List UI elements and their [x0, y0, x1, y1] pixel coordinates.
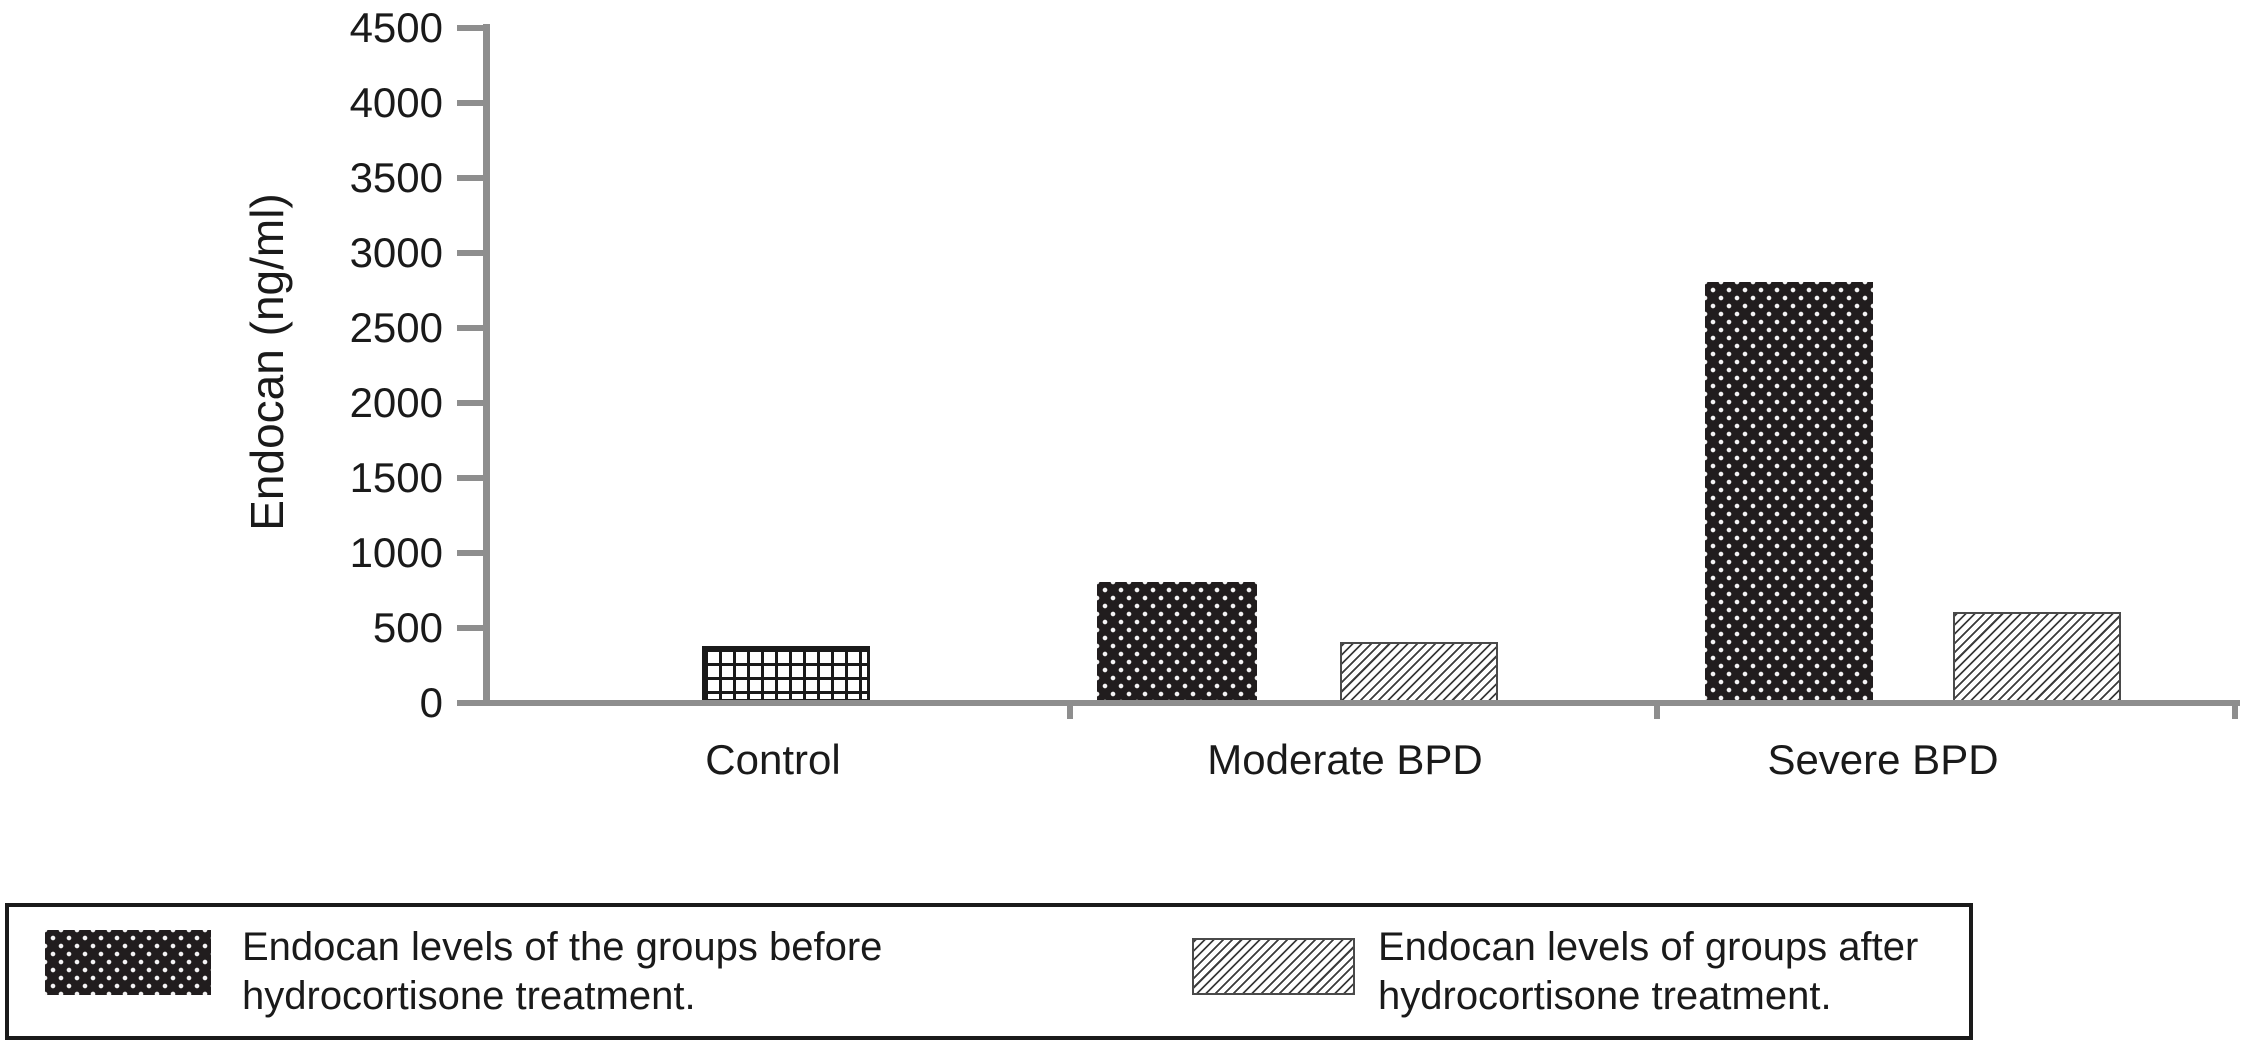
bar-moderate-bpd-before	[1097, 582, 1257, 702]
legend-label-before-line2: hydrocortisone treatment.	[242, 974, 696, 1018]
y-axis-tick	[457, 250, 484, 256]
y-axis-tick	[457, 550, 484, 556]
y-axis-tick-label: 0	[419, 679, 443, 726]
bar-control-after	[702, 646, 870, 702]
y-axis-tick-label: 3000	[349, 229, 443, 276]
bar-severe-bpd-before	[1705, 282, 1873, 702]
bar-severe-bpd-after	[1953, 612, 2121, 702]
y-axis-tick	[457, 400, 484, 406]
y-axis-line	[483, 24, 490, 706]
legend-label-before: Endocan levels of the groups before hydr…	[242, 923, 882, 1021]
legend-swatch-after-hatch	[1192, 938, 1355, 995]
legend-box: Endocan levels of the groups before hydr…	[5, 903, 1973, 1040]
x-axis-tick	[1067, 705, 1073, 719]
legend-label-after-line1: Endocan levels of groups after	[1378, 925, 1919, 969]
y-axis-tick	[457, 100, 484, 106]
y-axis-tick	[457, 700, 484, 706]
y-axis-tick-label: 500	[372, 604, 443, 651]
y-axis-tick	[457, 475, 484, 481]
y-axis-tick-label: 4000	[349, 79, 443, 126]
y-axis-tick	[457, 175, 484, 181]
category-label-control: Control	[705, 736, 841, 783]
legend-label-after: Endocan levels of groups after hydrocort…	[1378, 923, 1918, 1021]
y-axis-tick-label: 2500	[349, 304, 443, 351]
x-axis-tick	[1654, 705, 1660, 719]
y-axis-title: Endocan (ng/ml)	[241, 193, 293, 531]
y-axis-tick-label: 3500	[349, 154, 443, 201]
y-axis-tick-label: 1500	[349, 454, 443, 501]
legend-label-after-line2: hydrocortisone treatment.	[1378, 974, 1832, 1018]
y-axis-tick	[457, 325, 484, 331]
y-axis-tick-label: 4500	[349, 4, 443, 51]
y-axis-tick-label: 1000	[349, 529, 443, 576]
legend-label-before-line1: Endocan levels of the groups before	[242, 925, 883, 969]
category-label-moderate-bpd: Moderate BPD	[1207, 736, 1483, 783]
x-axis-tick	[2232, 705, 2238, 719]
legend-swatch-before-dots	[45, 930, 211, 995]
y-axis-tick-label: 2000	[349, 379, 443, 426]
x-axis-line	[483, 700, 2240, 706]
category-label-severe-bpd: Severe BPD	[1767, 736, 1999, 783]
y-axis-tick	[457, 25, 484, 31]
bar-moderate-bpd-after	[1340, 642, 1498, 702]
y-axis-tick	[457, 625, 484, 631]
